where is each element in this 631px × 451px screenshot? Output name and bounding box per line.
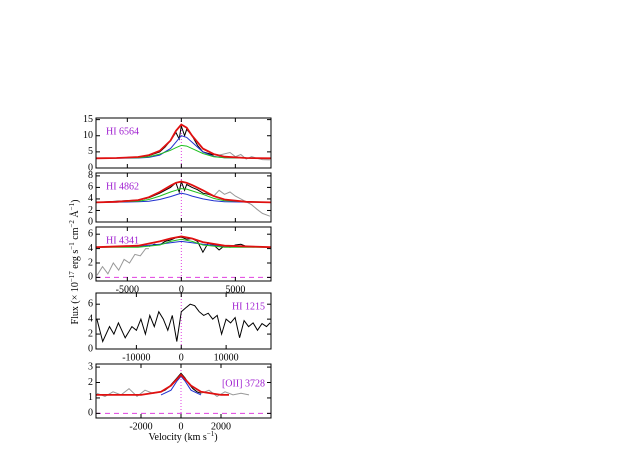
y-tick-label: 0	[88, 343, 93, 354]
panel-frame	[95, 226, 272, 282]
y-tick-label: 2	[88, 328, 93, 339]
label-part: )	[70, 200, 81, 203]
panel-frame	[95, 363, 272, 419]
panel-frame	[95, 117, 272, 169]
y-tick-label: 4	[88, 193, 93, 204]
label-part: −17	[68, 271, 76, 282]
x-tick-label: -2000	[129, 421, 152, 432]
label-part: −2	[68, 220, 76, 228]
line-label: HI 4341	[106, 235, 139, 246]
spectrum-line	[148, 236, 247, 254]
spectrum-line	[96, 180, 271, 204]
x-tick-label: -10000	[122, 352, 150, 363]
y-tick-label: 1	[88, 392, 93, 403]
spectrum-line	[96, 373, 229, 396]
plot-area	[96, 364, 271, 418]
label-part: erg s	[70, 250, 81, 272]
label-part: Flux (× 10	[70, 282, 81, 324]
label-part: Å	[69, 210, 81, 221]
plot-area	[96, 293, 271, 349]
y-tick-label: 3	[88, 361, 93, 372]
spectrum-line	[200, 389, 250, 398]
panel-frame	[95, 172, 272, 223]
y-tick-label: 6	[88, 228, 93, 239]
y-tick-label: 2	[88, 377, 93, 388]
y-tick-label: 4	[88, 243, 93, 254]
y-tick-label: 4	[88, 313, 93, 324]
label-part: −1	[68, 202, 76, 210]
label-part: −1	[207, 430, 215, 438]
spectrum-line	[96, 235, 271, 249]
y-tick-label: 2	[88, 257, 93, 268]
x-axis-label: Velocity (km s−1)	[148, 430, 217, 444]
x-tick-label: 5000	[225, 284, 245, 295]
y-tick-label: 15	[83, 114, 93, 125]
x-tick-label: 2000	[211, 421, 231, 432]
x-tick-label: 0	[179, 421, 184, 432]
line-label: HI 6564	[106, 126, 139, 137]
y-tick-label: 0	[88, 162, 93, 173]
label-part: Velocity (km s	[148, 432, 206, 443]
label-part: )	[214, 432, 217, 443]
spectrum-line	[96, 123, 271, 160]
line-label: HI 4862	[106, 181, 139, 192]
spectrum-line	[96, 238, 271, 248]
y-tick-label: 8	[88, 170, 93, 181]
y-axis-label: Flux (× 10−17 erg s−1 cm−2 Å−1)	[68, 200, 82, 325]
plot-area	[96, 227, 271, 281]
y-tick-label: 10	[83, 130, 93, 141]
y-tick-label: 6	[88, 182, 93, 193]
y-tick-label: 2	[88, 205, 93, 216]
spectrum-line	[96, 144, 271, 159]
spectrum-line	[160, 375, 202, 396]
x-tick-label: 0	[179, 352, 184, 363]
line-label: HI 1215	[232, 301, 265, 312]
x-tick-label: 0	[179, 284, 184, 295]
y-tick-label: 0	[88, 216, 93, 227]
spectrum-line	[96, 240, 271, 248]
y-tick-label: 0	[88, 408, 93, 419]
x-tick-label: 10000	[214, 352, 239, 363]
spectrum-line	[96, 303, 271, 343]
spectrum-line	[213, 189, 271, 217]
plot-area	[96, 173, 271, 222]
spectrum-line	[96, 135, 271, 159]
y-tick-label: 0	[88, 272, 93, 283]
plot-area	[96, 118, 271, 168]
label-part: −1	[68, 242, 76, 250]
x-tick-label: -5000	[116, 284, 139, 295]
y-tick-label: 5	[88, 146, 93, 157]
line-label: [OII] 3728	[222, 378, 265, 389]
label-part: cm	[70, 227, 81, 242]
panel-frame	[95, 292, 272, 350]
spectrum-line	[96, 188, 271, 203]
spectrum-line	[96, 192, 271, 203]
spectrum-line	[96, 248, 149, 276]
y-tick-label: 6	[88, 298, 93, 309]
